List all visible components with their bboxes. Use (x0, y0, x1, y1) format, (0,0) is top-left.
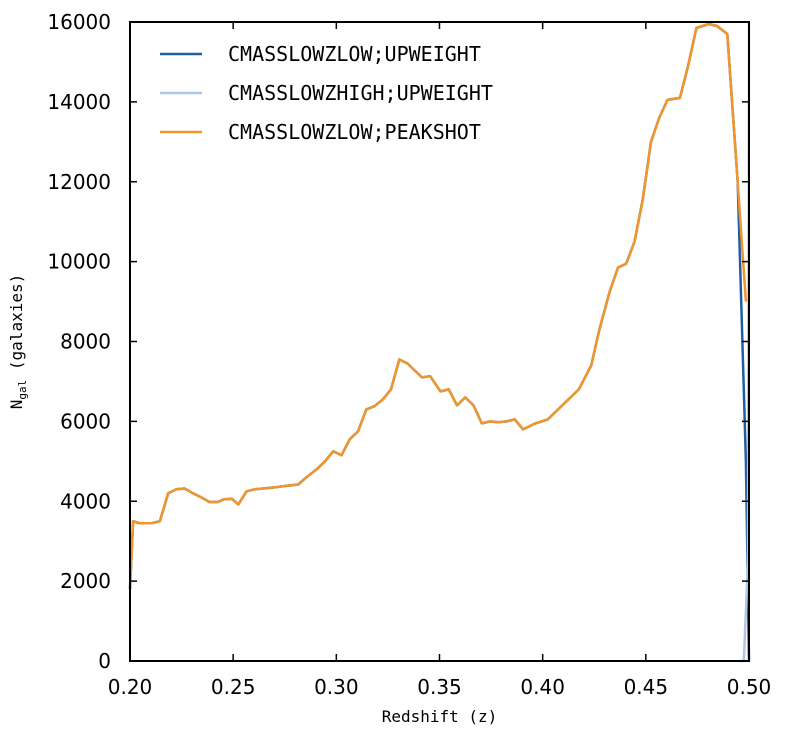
y-axis-title: Ngal (galaxies) (7, 274, 29, 409)
y-tick-label: 0 (98, 649, 111, 673)
legend-label: CMASSLOWZHIGH;UPWEIGHT (228, 81, 493, 105)
plot-frame (129, 21, 750, 662)
x-tick-label: 0.30 (314, 675, 359, 699)
x-tick-label: 0.25 (211, 675, 256, 699)
y-axis-title-base: N (7, 400, 26, 410)
x-axis-title: Redshift (z) (382, 707, 498, 726)
x-tick-label: 0.40 (520, 675, 565, 699)
y-tick-label: 16000 (47, 10, 111, 34)
x-tick-label: 0.50 (727, 675, 772, 699)
y-tick-label: 14000 (47, 90, 111, 114)
x-tick-label: 0.45 (624, 675, 669, 699)
y-axis-title-sub: gal (16, 380, 29, 400)
y-tick-label: 4000 (60, 489, 111, 513)
x-tick-label: 0.20 (108, 675, 153, 699)
y-tick-label: 8000 (60, 330, 111, 354)
ticks-layer: 0.20 0.25 0.30 0.35 0.40 0.45 0.50 0 2000 4000 600… (47, 10, 771, 699)
y-tick-label: 6000 (60, 409, 111, 433)
y-tick-label: 2000 (60, 569, 111, 593)
y-tick-label: 12000 (47, 170, 111, 194)
y-tick-label: 10000 (47, 250, 111, 274)
y-axis-title-suffix: (galaxies) (7, 274, 26, 380)
legend: CMASSLOWZLOW;UPWEIGHT CMASSLOWZHIGH;UPWEI… (160, 42, 493, 144)
x-tick-label: 0.35 (417, 675, 462, 699)
series-line-3 (128, 22, 748, 590)
legend-label: CMASSLOWZLOW;UPWEIGHT (228, 42, 481, 66)
legend-label: CMASSLOWZLOW;PEAKSHOT (228, 120, 481, 144)
